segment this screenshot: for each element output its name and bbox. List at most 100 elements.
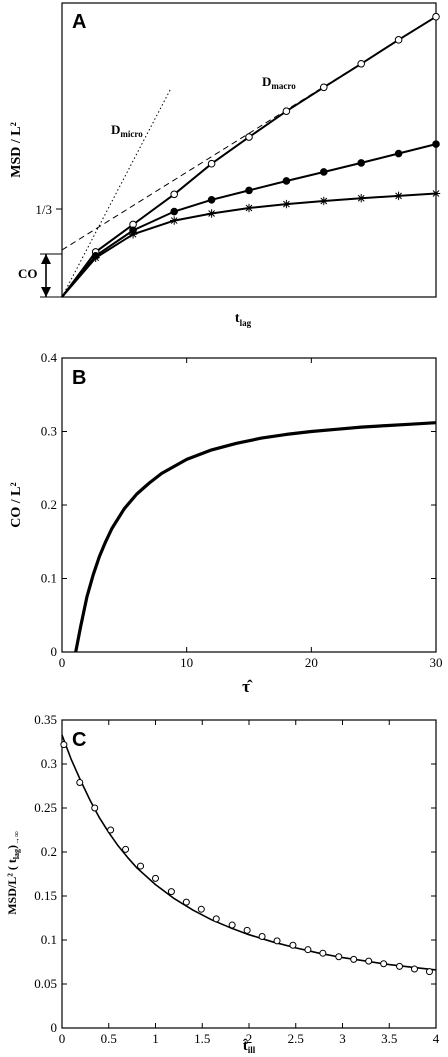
- panel-b-xtick-label: 30: [430, 655, 443, 670]
- series-0-line: [61, 15, 437, 298]
- panel-b-ytick-label: 0.2: [41, 497, 57, 512]
- panel-c-ytick-label: 0.2: [41, 844, 57, 859]
- open-circle-marker: [137, 862, 145, 870]
- d-micro-line: [61, 89, 171, 298]
- open-circle-marker: [335, 953, 343, 961]
- open-circle-marker: [282, 107, 291, 115]
- panel-a-plot: [61, 12, 441, 298]
- open-circle-marker: [396, 962, 404, 970]
- panel-c-ylabel-sub2: →∞: [12, 831, 21, 845]
- co-curve: [74, 421, 437, 653]
- d-micro-main: D: [111, 122, 120, 137]
- panel-c-ticks: 0 0.5 1 1.5 2 2.5 3 3.5 4 0 0.05 0.1 0.15 0.2 0.25 0.3 0…: [34, 712, 440, 1046]
- series-1-line: [61, 143, 437, 298]
- panel-b-ylabel: CO / L²: [9, 482, 24, 527]
- panel-c-xtick-label: 1.5: [194, 1031, 210, 1046]
- panel-a-xlabel: tlag: [235, 311, 252, 328]
- panel-b-xtick-label: 0: [59, 655, 66, 670]
- open-circle-marker: [365, 957, 373, 965]
- open-circle-marker: [432, 12, 440, 21]
- open-circle-marker: [152, 874, 159, 882]
- panel-c-xtick-label: 2.5: [288, 1031, 304, 1046]
- panel-c: C 0 0.5 1 1.5 2 2.5 3 3.5 4 0 0.05 0.1 0.15 0.2 0.25 0.…: [5, 712, 440, 1055]
- panel-c-xtick-label: 2: [246, 1031, 253, 1046]
- star-marker: [128, 230, 138, 239]
- panel-b-xlabel: τ̂: [242, 677, 253, 696]
- filled-circle-marker: [245, 186, 253, 195]
- panel-c-frame: [61, 719, 437, 1029]
- panel-c-plot: [60, 734, 437, 976]
- panel-a-frame: [61, 2, 437, 298]
- panel-b-ytick-label: 0.4: [41, 350, 58, 365]
- panel-c-ytick-label: 0.1: [41, 932, 57, 947]
- panel-b-ticks: 0 10 20 30 0 0.1 0.2 0.3 0.4: [41, 350, 443, 670]
- panel-b-plot: [74, 421, 437, 653]
- panel-c-ylabel-sub1: lag: [12, 849, 21, 859]
- filled-circle-marker: [282, 177, 291, 185]
- open-circle-marker: [228, 921, 236, 929]
- panel-a-letter: A: [72, 11, 86, 33]
- star-marker: [431, 189, 441, 198]
- open-circle-marker: [76, 778, 84, 786]
- open-circle-marker: [304, 946, 312, 954]
- panel-c-xtick-label: 4: [433, 1031, 440, 1046]
- panel-c-ytick-label: 0: [51, 1020, 58, 1035]
- filled-circle-marker: [357, 159, 366, 167]
- panel-c-ylabel-main: MSD/L² ( t: [5, 859, 19, 915]
- star-marker: [394, 191, 403, 201]
- panel-b-ytick-label: 0.3: [41, 424, 57, 439]
- co-label: CO: [18, 266, 38, 281]
- panel-c-ytick-label: 0.25: [34, 800, 57, 815]
- open-circle-marker: [107, 826, 115, 834]
- panel-b-letter: B: [72, 367, 86, 389]
- open-circle-marker: [350, 955, 358, 963]
- panel-c-ylabel-mid: ): [5, 845, 19, 849]
- msd-curve: [61, 734, 437, 971]
- open-circle-marker: [60, 741, 68, 749]
- d-micro-sub: micro: [120, 129, 143, 139]
- open-circle-marker: [245, 133, 253, 141]
- panel-c-xtick-label: 1: [152, 1031, 159, 1046]
- filled-circle-marker: [170, 207, 178, 216]
- open-circle-marker: [258, 932, 266, 940]
- panel-b-xtick-label: 20: [305, 655, 318, 670]
- star-marker: [357, 194, 366, 203]
- open-circle-marker: [357, 59, 366, 68]
- panel-b-xtick-label: 10: [180, 655, 193, 670]
- panel-c-ytick-label: 0.35: [34, 712, 57, 727]
- star-marker: [244, 203, 254, 213]
- panel-c-xlabel-main: t̂: [242, 1038, 248, 1054]
- panel-b: B 0 10 20 30 0 0.1 0.2 0.3 0.4 CO / L² τ̂: [9, 350, 443, 696]
- filled-circle-marker: [394, 149, 403, 158]
- open-circle-marker: [425, 968, 433, 976]
- co-arrow-head-up: [41, 254, 51, 264]
- panel-b-ytick-label: 0.1: [41, 571, 57, 586]
- d-macro-sub: macro: [271, 81, 296, 91]
- panel-b-frame: [61, 357, 437, 653]
- panel-a-xlabel-sub: lag: [240, 318, 252, 328]
- co-arrow-head-down: [41, 287, 51, 297]
- star-marker: [319, 196, 328, 206]
- d-micro-label: Dmicro: [111, 122, 143, 139]
- filled-circle-marker: [207, 195, 216, 204]
- panel-c-xlabel-sub: ill: [248, 1045, 256, 1055]
- filled-circle-marker: [432, 140, 440, 148]
- panel-c-xtick-label: 3.5: [381, 1031, 397, 1046]
- filled-circle-marker: [320, 168, 328, 176]
- open-circle-marker: [170, 190, 178, 199]
- panel-c-xtick-label: 3: [339, 1031, 346, 1046]
- panel-c-xtick-label: 0: [59, 1031, 66, 1046]
- panel-c-letter: C: [72, 729, 86, 751]
- d-macro-label: Dmacro: [262, 74, 296, 91]
- star-marker: [207, 209, 216, 218]
- open-circle-marker: [289, 941, 297, 949]
- open-circle-marker: [122, 845, 130, 853]
- panel-c-xtick-label: 0.5: [101, 1031, 117, 1046]
- star-marker: [282, 199, 291, 209]
- open-circle-marker: [394, 36, 403, 44]
- star-marker: [170, 216, 179, 225]
- open-circle-marker: [197, 905, 205, 913]
- open-circle-marker: [319, 949, 327, 957]
- panel-c-ytick-label: 0.15: [34, 888, 57, 903]
